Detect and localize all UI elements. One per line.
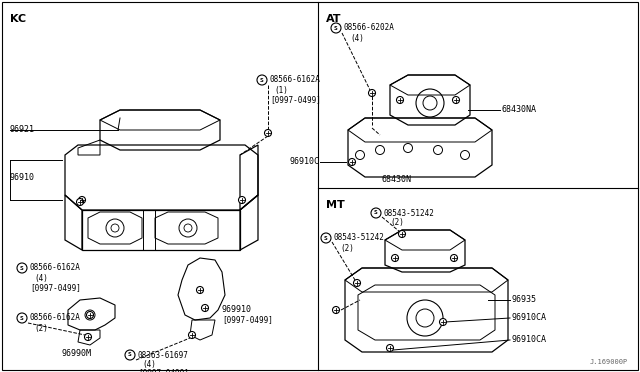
- Text: S: S: [324, 235, 328, 241]
- Circle shape: [239, 196, 246, 203]
- Text: S: S: [128, 353, 132, 357]
- Text: 96921: 96921: [10, 125, 35, 135]
- Text: 96910C: 96910C: [290, 157, 320, 167]
- Circle shape: [369, 90, 376, 96]
- Circle shape: [440, 318, 447, 326]
- Circle shape: [79, 196, 86, 203]
- Text: (2): (2): [34, 324, 48, 333]
- Text: S: S: [260, 77, 264, 83]
- Circle shape: [84, 334, 92, 340]
- Circle shape: [399, 231, 406, 237]
- Text: [0997-0499]: [0997-0499]: [222, 315, 273, 324]
- Circle shape: [86, 311, 93, 318]
- Text: 08543-51242: 08543-51242: [384, 208, 435, 218]
- Text: (2): (2): [390, 218, 404, 227]
- Text: 96935: 96935: [512, 295, 537, 305]
- Text: (1): (1): [274, 86, 288, 94]
- Text: [0997-0499]: [0997-0499]: [270, 96, 321, 105]
- Text: [0997-0499]: [0997-0499]: [30, 283, 81, 292]
- Circle shape: [387, 344, 394, 352]
- Text: 96910: 96910: [10, 173, 35, 183]
- Circle shape: [353, 279, 360, 286]
- Text: 08543-51242: 08543-51242: [334, 234, 385, 243]
- Circle shape: [349, 158, 355, 166]
- Text: (4): (4): [142, 359, 156, 369]
- Text: (4): (4): [34, 273, 48, 282]
- Circle shape: [452, 96, 460, 103]
- Text: J.169000P: J.169000P: [589, 359, 628, 365]
- Text: 08566-6162A: 08566-6162A: [30, 263, 81, 273]
- Text: MT: MT: [326, 200, 345, 210]
- Text: 08566-6162A: 08566-6162A: [270, 76, 321, 84]
- Text: (2): (2): [340, 244, 354, 253]
- Text: S: S: [374, 211, 378, 215]
- Circle shape: [77, 199, 83, 205]
- Circle shape: [202, 305, 209, 311]
- Text: S: S: [20, 315, 24, 321]
- Circle shape: [264, 129, 271, 137]
- Text: 96910CA: 96910CA: [512, 336, 547, 344]
- Circle shape: [333, 307, 339, 314]
- Text: 68430N: 68430N: [382, 176, 412, 185]
- Text: KC: KC: [10, 14, 26, 24]
- Circle shape: [397, 96, 403, 103]
- Text: S: S: [334, 26, 338, 31]
- Text: (4): (4): [350, 33, 364, 42]
- Text: 969910: 969910: [222, 305, 252, 314]
- Text: AT: AT: [326, 14, 342, 24]
- Circle shape: [196, 286, 204, 294]
- Text: 96910CA: 96910CA: [512, 314, 547, 323]
- Text: 68430NA: 68430NA: [502, 106, 537, 115]
- Circle shape: [451, 254, 458, 262]
- Text: 08566-6202A: 08566-6202A: [344, 23, 395, 32]
- Text: 08363-61697: 08363-61697: [138, 350, 189, 359]
- Text: 96990M: 96990M: [62, 349, 92, 357]
- Text: 08566-6162A: 08566-6162A: [30, 314, 81, 323]
- Text: S: S: [20, 266, 24, 270]
- Text: [0997-0499]: [0997-0499]: [138, 369, 189, 372]
- Circle shape: [392, 254, 399, 262]
- Circle shape: [189, 331, 195, 339]
